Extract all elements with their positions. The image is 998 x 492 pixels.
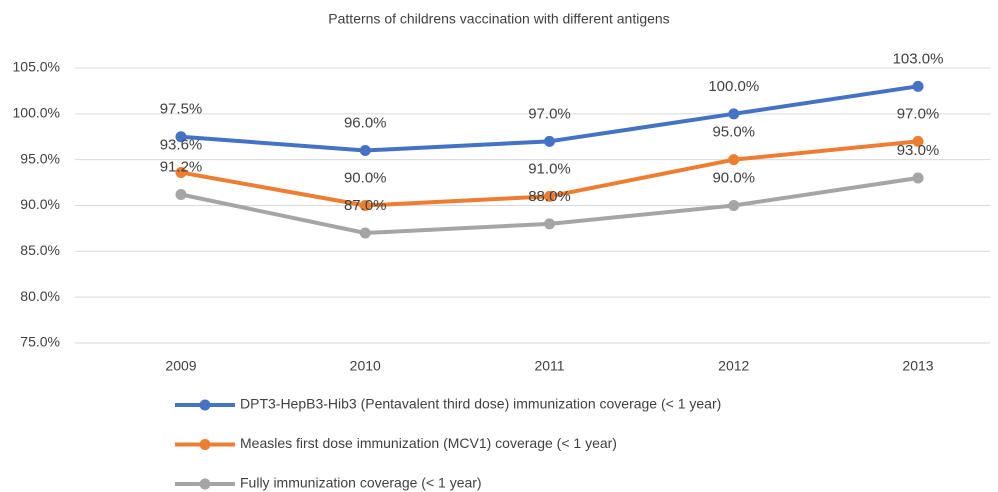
- point: [912, 135, 924, 147]
- y-tick-label: 80.0%: [20, 288, 60, 304]
- y-tick-label: 90.0%: [20, 196, 60, 212]
- data-label: 97.5%: [160, 101, 203, 118]
- x-tick-label: 2009: [165, 358, 196, 374]
- y-tick-label: 105.0%: [13, 59, 60, 75]
- data-label: 93.6%: [160, 136, 203, 153]
- point: [544, 218, 555, 230]
- data-label: 87.0%: [344, 197, 387, 214]
- data-label: 97.0%: [528, 105, 571, 122]
- point: [175, 131, 187, 143]
- point: [175, 189, 187, 200]
- data-label: 90.0%: [712, 169, 755, 186]
- point: [175, 167, 187, 178]
- x-tick-label: 2013: [902, 358, 933, 374]
- y-tick-label: 95.0%: [20, 150, 60, 166]
- data-label: 91.2%: [160, 158, 203, 175]
- legend-label: DPT3-HepB3-Hib3 (Pentavalent third dose)…: [240, 396, 721, 412]
- point: [728, 154, 740, 166]
- x-tick-label: 2010: [350, 358, 381, 374]
- data-label: 96.0%: [344, 114, 387, 131]
- data-label: 91.0%: [528, 160, 571, 177]
- legend-marker: [199, 478, 211, 490]
- y-tick-label: 100.0%: [13, 105, 60, 121]
- legend-marker: [199, 439, 211, 450]
- point: [728, 200, 740, 211]
- point: [359, 227, 371, 239]
- x-tick-label: 2011: [534, 358, 564, 374]
- legend-label: Measles first dose immunization (MCV1) c…: [240, 435, 617, 451]
- data-label: 90.0%: [344, 169, 387, 186]
- y-tick-label: 75.0%: [20, 334, 60, 350]
- y-tick-label: 85.0%: [20, 242, 60, 258]
- legend-label: Fully immunization coverage (< 1 year): [240, 475, 482, 491]
- point: [544, 190, 555, 202]
- point: [728, 108, 740, 120]
- data-label: 88.0%: [528, 188, 571, 205]
- point: [544, 135, 555, 147]
- data-label: 97.0%: [897, 105, 940, 122]
- legend-marker: [199, 399, 211, 411]
- data-label: 100.0%: [708, 78, 759, 95]
- chart-title: Patterns of childrens vaccination with d…: [328, 11, 669, 27]
- point: [359, 145, 371, 156]
- point: [359, 200, 371, 211]
- x-tick-label: 2012: [718, 358, 749, 374]
- data-label: 103.0%: [893, 50, 944, 67]
- data-label: 95.0%: [712, 124, 755, 141]
- data-label: 93.0%: [897, 142, 940, 159]
- point: [912, 172, 924, 184]
- point: [912, 80, 924, 92]
